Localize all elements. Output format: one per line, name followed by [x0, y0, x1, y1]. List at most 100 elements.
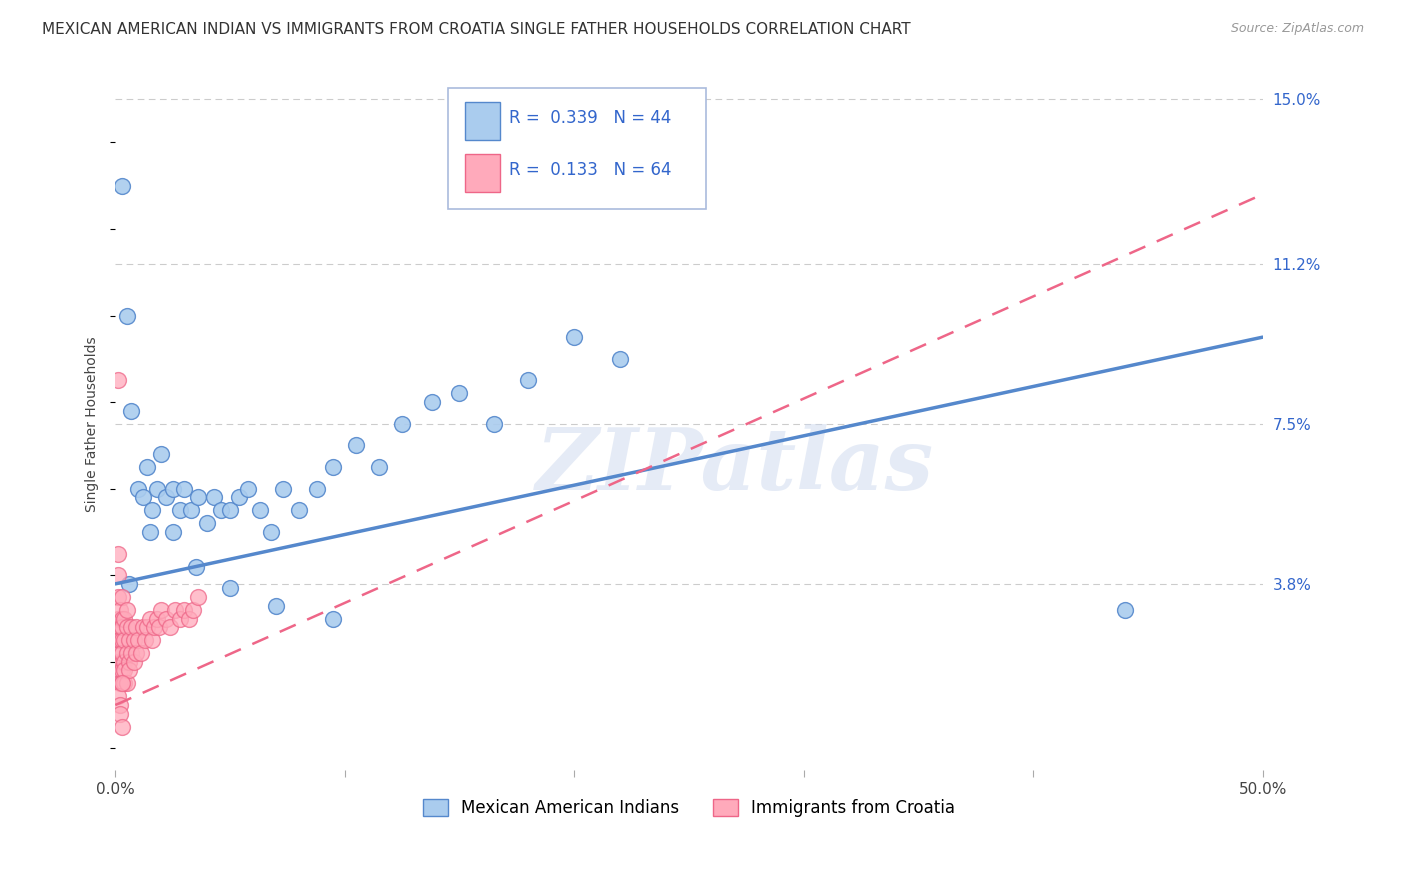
- Point: [115, 620, 138, 634]
- Point: [125, 646, 148, 660]
- Point: [148, 620, 170, 634]
- Point: [107, 633, 129, 648]
- Point: [127, 482, 149, 496]
- Point: [107, 655, 129, 669]
- Point: [111, 676, 134, 690]
- Point: [111, 676, 134, 690]
- Point: [391, 417, 413, 431]
- Point: [129, 646, 152, 660]
- Point: [209, 503, 232, 517]
- FancyBboxPatch shape: [465, 102, 499, 140]
- Point: [187, 590, 209, 604]
- Point: [108, 620, 131, 634]
- Point: [107, 590, 129, 604]
- Point: [609, 351, 631, 366]
- Text: R =  0.339   N = 44: R = 0.339 N = 44: [509, 109, 671, 127]
- Point: [145, 611, 167, 625]
- Point: [136, 620, 159, 634]
- Point: [322, 611, 344, 625]
- Point: [111, 664, 134, 678]
- Point: [134, 633, 156, 648]
- Point: [108, 698, 131, 712]
- Point: [195, 516, 218, 531]
- Point: [155, 611, 177, 625]
- Point: [344, 438, 367, 452]
- Point: [228, 491, 250, 505]
- Point: [111, 633, 134, 648]
- Point: [107, 373, 129, 387]
- Point: [136, 460, 159, 475]
- Point: [184, 559, 207, 574]
- Point: [125, 620, 148, 634]
- FancyBboxPatch shape: [449, 87, 706, 209]
- Point: [111, 611, 134, 625]
- Point: [111, 646, 134, 660]
- Point: [114, 633, 136, 648]
- FancyBboxPatch shape: [465, 153, 499, 192]
- Point: [145, 482, 167, 496]
- Point: [162, 482, 184, 496]
- Point: [169, 503, 191, 517]
- Point: [322, 460, 344, 475]
- Text: MEXICAN AMERICAN INDIAN VS IMMIGRANTS FROM CROATIA SINGLE FATHER HOUSEHOLDS CORR: MEXICAN AMERICAN INDIAN VS IMMIGRANTS FR…: [42, 22, 911, 37]
- Point: [107, 547, 129, 561]
- Point: [162, 524, 184, 539]
- Point: [111, 620, 134, 634]
- Point: [169, 611, 191, 625]
- Point: [120, 620, 142, 634]
- Point: [114, 676, 136, 690]
- Point: [118, 633, 141, 648]
- Point: [159, 620, 181, 634]
- Point: [108, 676, 131, 690]
- Point: [173, 603, 195, 617]
- Point: [111, 590, 134, 604]
- Point: [150, 447, 173, 461]
- Point: [111, 655, 134, 669]
- Point: [108, 646, 131, 660]
- Point: [114, 664, 136, 678]
- Point: [562, 330, 585, 344]
- Point: [107, 690, 129, 704]
- Text: ZIPatlas: ZIPatlas: [536, 424, 934, 507]
- Point: [187, 491, 209, 505]
- Text: Source: ZipAtlas.com: Source: ZipAtlas.com: [1230, 22, 1364, 36]
- Point: [114, 655, 136, 669]
- Point: [238, 482, 260, 496]
- Point: [138, 524, 160, 539]
- Point: [115, 309, 138, 323]
- Point: [141, 633, 163, 648]
- Point: [115, 603, 138, 617]
- Point: [115, 646, 138, 660]
- Point: [163, 603, 186, 617]
- Point: [107, 568, 129, 582]
- Point: [108, 706, 131, 721]
- Legend: Mexican American Indians, Immigrants from Croatia: Mexican American Indians, Immigrants fro…: [416, 792, 962, 824]
- Point: [127, 633, 149, 648]
- Point: [115, 676, 138, 690]
- Point: [108, 633, 131, 648]
- Point: [173, 482, 195, 496]
- Text: R =  0.133   N = 64: R = 0.133 N = 64: [509, 161, 671, 178]
- Point: [180, 503, 202, 517]
- Point: [155, 491, 177, 505]
- Point: [482, 417, 505, 431]
- Point: [150, 603, 173, 617]
- Point: [114, 611, 136, 625]
- Point: [1114, 603, 1136, 617]
- Point: [132, 620, 155, 634]
- Point: [219, 581, 242, 595]
- Point: [181, 603, 204, 617]
- Point: [368, 460, 391, 475]
- Point: [249, 503, 271, 517]
- Point: [202, 491, 225, 505]
- Point: [288, 503, 311, 517]
- Point: [143, 620, 166, 634]
- Point: [118, 664, 141, 678]
- Point: [132, 491, 155, 505]
- Point: [271, 482, 294, 496]
- Point: [122, 655, 145, 669]
- Point: [138, 611, 160, 625]
- Y-axis label: Single Father Households: Single Father Households: [86, 336, 100, 511]
- Point: [118, 655, 141, 669]
- Point: [307, 482, 329, 496]
